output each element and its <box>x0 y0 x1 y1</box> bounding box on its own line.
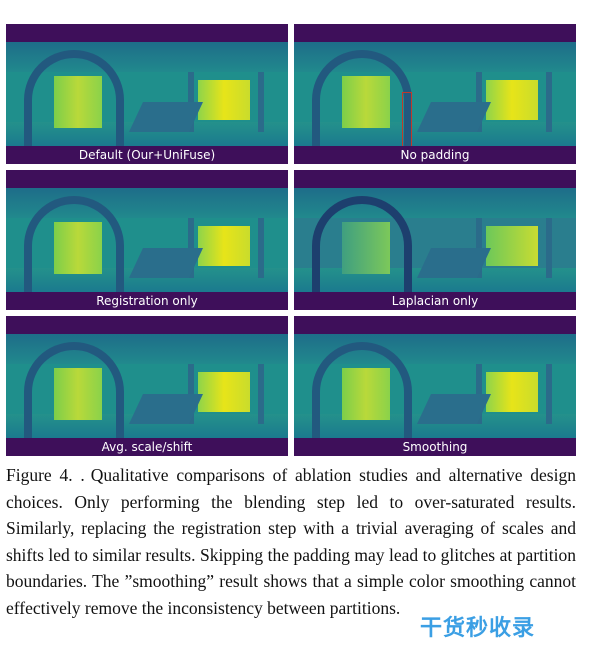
panel-caption: Registration only <box>96 294 198 308</box>
panel-caption: Default (Our+UniFuse) <box>78 148 216 162</box>
depth-map-image <box>294 188 576 292</box>
depth-map-image <box>294 334 576 438</box>
depth-map-image <box>6 334 288 438</box>
ablation-figure-grid: Default (Our+UniFuse) No padding Registr… <box>6 24 576 456</box>
panel-caption: Avg. scale/shift <box>101 440 193 454</box>
panel-smoothing: Smoothing <box>294 316 576 456</box>
panel-default: Default (Our+UniFuse) <box>6 24 288 164</box>
panel-caption: No padding <box>400 148 470 162</box>
glitch-marker <box>402 92 412 146</box>
figure-caption: Figure 4. . Qualitative comparisons of ab… <box>6 462 576 621</box>
figure-caption-text: Qualitative comparisons of ablation stud… <box>6 465 576 618</box>
panel-caption: Smoothing <box>402 440 468 454</box>
panel-no-padding: No padding <box>294 24 576 164</box>
panel-registration-only: Registration only <box>6 170 288 310</box>
panel-caption: Laplacian only <box>391 294 479 308</box>
depth-map-image <box>6 188 288 292</box>
figure-label: Figure 4. . <box>6 465 85 485</box>
depth-map-image <box>294 42 576 146</box>
panel-laplacian-only: Laplacian only <box>294 170 576 310</box>
panel-avg-scale-shift: Avg. scale/shift <box>6 316 288 456</box>
watermark-logo: 干货秒收录 <box>420 616 536 641</box>
depth-map-image <box>6 42 288 146</box>
